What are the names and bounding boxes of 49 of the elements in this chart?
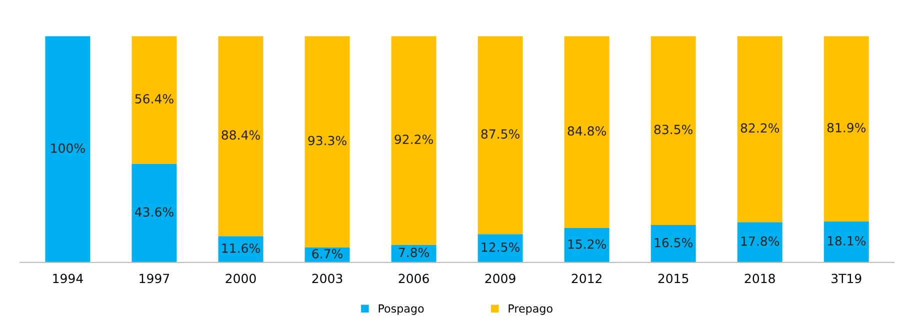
bar xyxy=(478,234,523,262)
data-label: 15.2% xyxy=(568,239,606,249)
data-label: 83.5% xyxy=(654,124,692,134)
bar xyxy=(824,36,869,222)
data-label: 16.5% xyxy=(654,238,692,248)
x-tick-label: 2009 xyxy=(485,274,516,284)
x-tick-label: 2015 xyxy=(658,274,688,284)
bar xyxy=(304,36,350,248)
bar xyxy=(650,36,696,226)
x-tick-label: 2003 xyxy=(312,274,342,284)
data-label: 92.2% xyxy=(394,134,433,144)
legend-label: Pospago xyxy=(378,304,424,315)
data-label: 84.8% xyxy=(568,126,606,136)
data-label: 12.5% xyxy=(482,242,520,252)
data-label: 17.8% xyxy=(741,236,780,246)
x-tick-label: 2000 xyxy=(226,274,256,284)
bar xyxy=(218,36,264,236)
data-label: 88.4% xyxy=(222,130,260,140)
data-label: 87.5% xyxy=(481,129,520,139)
data-label: 81.9% xyxy=(827,122,866,132)
bar xyxy=(132,164,177,262)
data-label: 43.6% xyxy=(134,207,174,217)
x-tick-label: 2012 xyxy=(572,274,602,284)
legend-label: Prepago xyxy=(508,304,552,315)
data-label: 82.2% xyxy=(740,123,780,133)
x-tick-label: 1994 xyxy=(53,274,83,284)
data-label: 11.6% xyxy=(222,243,260,253)
data-label: 18.1% xyxy=(828,236,866,246)
bar xyxy=(391,36,436,245)
data-label: 100% xyxy=(51,143,85,153)
data-label: 7.8% xyxy=(398,248,429,258)
bar xyxy=(391,244,436,262)
bar xyxy=(737,222,782,262)
data-label: 6.7% xyxy=(312,248,342,258)
bar xyxy=(650,225,696,262)
bar xyxy=(218,236,264,262)
bar xyxy=(564,228,610,262)
bar xyxy=(824,221,869,262)
data-label: 93.3% xyxy=(308,136,346,146)
x-tick-label: 3T19 xyxy=(832,274,862,284)
x-tick-label: 2006 xyxy=(398,274,429,284)
bar xyxy=(737,36,782,222)
bar xyxy=(478,36,523,234)
bar xyxy=(45,36,90,262)
x-tick-label: 2018 xyxy=(744,274,775,284)
bar xyxy=(132,36,177,164)
bar xyxy=(564,36,610,228)
x-tick-label: 1997 xyxy=(140,274,170,284)
data-label: 56.4% xyxy=(135,94,174,104)
